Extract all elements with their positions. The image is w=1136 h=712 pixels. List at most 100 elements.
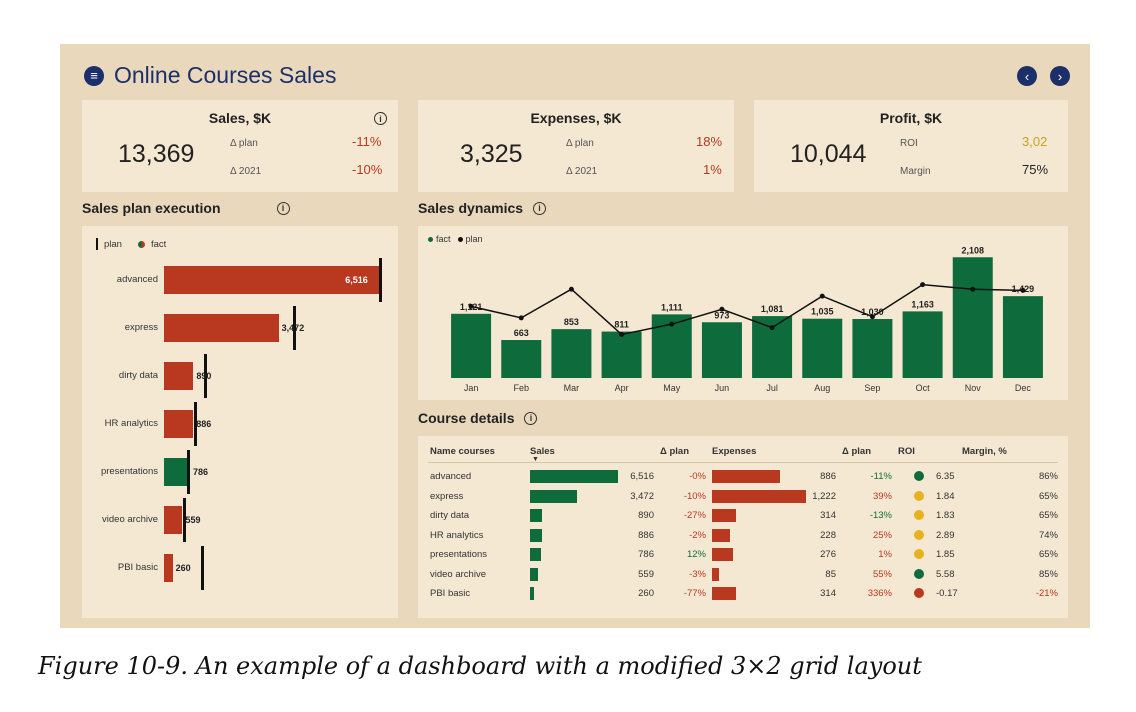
sales-bar[interactable] — [530, 567, 538, 581]
sales-delta-plan: 12% — [686, 549, 706, 560]
dynamics-value-label: 973 — [714, 310, 729, 320]
plan-point[interactable] — [568, 286, 574, 292]
info-icon[interactable]: i — [374, 112, 387, 125]
expenses-delta-plan: 336% — [867, 588, 892, 599]
course-name: PBI basic — [430, 588, 471, 599]
plan-point[interactable] — [1020, 287, 1026, 293]
expenses-delta-plan: -11% — [870, 471, 892, 482]
sort-desc-icon[interactable]: ▼ — [532, 456, 539, 463]
expenses-bar[interactable] — [712, 489, 806, 503]
info-icon[interactable]: i — [533, 201, 547, 215]
expenses-value: 276 — [820, 549, 836, 560]
kpi-expenses-value-2: 1% — [703, 162, 722, 177]
chevron-left-icon[interactable]: ‹ — [1017, 66, 1037, 86]
sales-bar[interactable] — [530, 509, 543, 522]
plan-point[interactable] — [518, 315, 524, 321]
plan-row-label: PBI basic — [117, 562, 158, 573]
sales-bar[interactable] — [530, 548, 541, 561]
margin-value: -21% — [1035, 588, 1058, 599]
kpi-sales-label-2: Δ 2021 — [230, 166, 262, 177]
info-icon[interactable]: i — [524, 411, 538, 425]
sales-delta-plan: -3% — [689, 568, 706, 580]
expenses-bar[interactable] — [712, 567, 719, 581]
col-roi[interactable]: ROI — [898, 446, 915, 457]
sales-dynamics-heading: Sales dynamics i — [418, 200, 547, 216]
sales-bar[interactable] — [530, 587, 534, 600]
plan-fact-bar[interactable] — [164, 266, 380, 294]
dynamics-bar[interactable] — [601, 331, 642, 378]
plan-target-marker — [187, 450, 191, 494]
plan-fact-bar[interactable] — [164, 506, 183, 534]
expenses-bar[interactable] — [712, 509, 737, 522]
dynamics-month-label: Oct — [916, 383, 931, 393]
sales-bar[interactable] — [530, 528, 542, 542]
dynamics-bar[interactable] — [852, 319, 893, 378]
dynamics-month-label: Sep — [864, 383, 880, 393]
dynamics-bar[interactable] — [451, 313, 492, 378]
plan-point[interactable] — [769, 325, 775, 331]
sales-value: 260 — [638, 588, 654, 599]
kpi-profit-title: Profit, $K — [879, 110, 943, 126]
plan-point[interactable] — [819, 293, 825, 299]
plan-point[interactable] — [920, 282, 926, 288]
menu-icon[interactable]: ≡ — [84, 65, 104, 86]
sales-bar[interactable] — [530, 489, 577, 503]
info-icon[interactable]: i — [276, 201, 290, 215]
dynamics-bar[interactable] — [902, 311, 943, 378]
plan-point[interactable] — [669, 321, 675, 327]
dynamics-bar[interactable] — [551, 329, 592, 378]
plan-point[interactable] — [719, 306, 725, 312]
margin-value: 65% — [1038, 549, 1058, 560]
col-sales[interactable]: Sales — [530, 446, 555, 457]
plan-fact-bar[interactable] — [164, 410, 194, 438]
roi-value: 6.35 — [936, 471, 955, 482]
plan-fact-bar[interactable] — [164, 362, 194, 390]
expenses-bar[interactable] — [712, 587, 737, 600]
sales-bar[interactable] — [530, 470, 618, 483]
plan-row-label: video archive — [102, 514, 158, 525]
col-expenses[interactable]: Expenses — [712, 446, 757, 457]
roi-value: 1.84 — [936, 490, 955, 502]
col-delta-plan-exp[interactable]: Δ plan — [842, 446, 871, 457]
expenses-bar[interactable] — [712, 528, 730, 542]
fact-legend-dot — [428, 236, 433, 242]
dynamics-month-label: May — [663, 383, 681, 393]
kpi-expenses-value-1: 18% — [696, 134, 723, 149]
dashboard: ≡ Online Courses Sales ‹ › Sales, $K i 1… — [60, 44, 1090, 628]
expenses-value: 85 — [825, 568, 836, 580]
dynamics-bar[interactable] — [952, 257, 993, 378]
sales-dynamics-title: Sales dynamics — [418, 200, 524, 216]
roi-status-dot — [914, 588, 924, 598]
expenses-value: 228 — [820, 529, 836, 541]
col-name[interactable]: Name courses — [430, 446, 495, 457]
sales-dynamics-chart: 1,121Jan663Feb853Mar811Apr1,111May973Jun… — [451, 245, 1043, 393]
kpi-profit-value: 10,044 — [790, 140, 867, 168]
dynamics-value-label: 1,111 — [661, 302, 683, 312]
plan-fact-bar[interactable] — [164, 314, 279, 342]
plan-target-marker — [182, 498, 186, 542]
expenses-bar[interactable] — [712, 548, 734, 561]
col-delta-plan[interactable]: Δ plan — [660, 446, 689, 457]
plan-point[interactable] — [869, 314, 875, 320]
dynamics-bar[interactable] — [802, 318, 843, 378]
dynamics-bar[interactable] — [701, 322, 742, 378]
dynamics-month-label: Aug — [814, 383, 830, 393]
dashboard-title-text: Online Courses Sales — [114, 62, 337, 88]
expenses-bar[interactable] — [712, 470, 781, 483]
expenses-value: 886 — [820, 471, 836, 482]
plan-fact-bar[interactable] — [164, 554, 173, 582]
dynamics-bar[interactable] — [1002, 296, 1043, 378]
plan-fact-bar[interactable] — [164, 458, 190, 486]
plan-point[interactable] — [619, 331, 625, 337]
sales-value: 3,472 — [630, 490, 654, 502]
chevron-right-icon[interactable]: › — [1050, 66, 1070, 86]
plan-target-marker — [201, 546, 205, 590]
roi-value: 2.89 — [936, 529, 955, 541]
roi-value: -0.17 — [936, 588, 958, 599]
dynamics-month-label: Mar — [564, 383, 580, 393]
expenses-delta-plan: 39% — [872, 490, 892, 502]
plan-point[interactable] — [970, 286, 976, 292]
plan-point[interactable] — [468, 303, 474, 309]
dynamics-bar[interactable] — [501, 340, 542, 378]
col-margin[interactable]: Margin, % — [962, 446, 1007, 457]
